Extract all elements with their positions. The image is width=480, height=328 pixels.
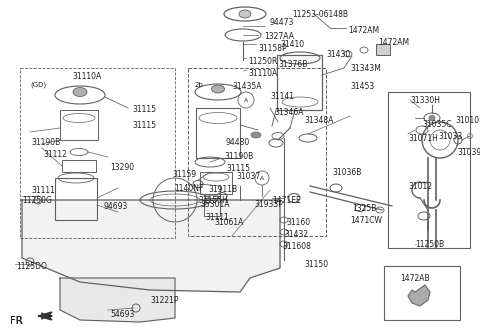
Text: 31453: 31453 — [350, 82, 374, 91]
Bar — [388, 92, 470, 248]
Text: 31933P: 31933P — [254, 200, 283, 209]
Text: 31110A: 31110A — [248, 69, 277, 78]
Text: 31111: 31111 — [205, 213, 229, 222]
Text: 54693: 54693 — [110, 310, 134, 319]
Bar — [277, 55, 322, 110]
Text: 1472AB: 1472AB — [400, 274, 430, 283]
Text: 31221P: 31221P — [150, 296, 179, 305]
Text: (GD): (GD) — [30, 82, 46, 89]
Text: 31115: 31115 — [132, 105, 156, 114]
Polygon shape — [408, 285, 430, 306]
Text: 1472AM: 1472AM — [348, 26, 379, 35]
Text: 31039: 31039 — [457, 148, 480, 157]
Text: 31111: 31111 — [31, 186, 55, 195]
Text: 31061A: 31061A — [214, 218, 243, 227]
Ellipse shape — [73, 88, 87, 96]
Ellipse shape — [251, 132, 261, 138]
Text: 2b: 2b — [195, 82, 204, 88]
Bar — [384, 266, 460, 320]
Text: 31141: 31141 — [270, 92, 294, 101]
Polygon shape — [60, 278, 175, 322]
Text: 1140NF: 1140NF — [174, 184, 204, 193]
Text: 31190B: 31190B — [224, 152, 253, 161]
Text: 31150: 31150 — [304, 260, 328, 269]
Text: 11250G: 11250G — [22, 196, 52, 205]
Text: 94480: 94480 — [226, 138, 250, 147]
Text: FR: FR — [10, 316, 23, 326]
Text: 31432: 31432 — [284, 230, 308, 239]
Text: 94693: 94693 — [103, 202, 127, 211]
Text: 35301A: 35301A — [200, 200, 229, 209]
Bar — [196, 108, 240, 158]
Text: 31160: 31160 — [286, 218, 310, 227]
Text: 31033: 31033 — [438, 132, 462, 141]
Text: 31190B: 31190B — [31, 138, 60, 147]
Text: 11250B: 11250B — [415, 240, 444, 249]
Bar — [55, 178, 97, 220]
Polygon shape — [22, 200, 280, 292]
Text: 31115: 31115 — [132, 121, 156, 130]
Text: 94473: 94473 — [270, 18, 294, 27]
Text: 1471CW: 1471CW — [350, 216, 382, 225]
Text: 31115: 31115 — [226, 164, 250, 173]
Text: 31112: 31112 — [43, 150, 67, 159]
Text: 31155H: 31155H — [198, 196, 228, 205]
Text: 1325B: 1325B — [352, 204, 376, 213]
Text: 31159: 31159 — [172, 170, 196, 179]
Text: 31376B: 31376B — [278, 60, 307, 69]
Text: 13290: 13290 — [110, 163, 134, 172]
Ellipse shape — [239, 10, 251, 18]
Text: 11253-06148B: 11253-06148B — [292, 10, 348, 19]
Text: A: A — [260, 175, 264, 180]
Text: 31911B: 31911B — [208, 185, 237, 194]
Text: 31348A: 31348A — [304, 116, 334, 125]
Text: 31010: 31010 — [455, 116, 479, 125]
Text: 31158P: 31158P — [258, 44, 287, 53]
Text: 31435A: 31435A — [232, 82, 262, 91]
Text: 31036B: 31036B — [332, 168, 361, 177]
Bar — [200, 172, 232, 194]
Bar — [376, 44, 390, 55]
Bar — [60, 110, 98, 140]
Text: A: A — [244, 97, 248, 102]
Ellipse shape — [429, 115, 435, 120]
Text: 311608: 311608 — [282, 242, 311, 251]
Text: 31430: 31430 — [326, 50, 350, 59]
Text: 31346A: 31346A — [274, 108, 303, 117]
Text: 31071H: 31071H — [408, 134, 438, 143]
Text: 31110A: 31110A — [72, 72, 101, 81]
Ellipse shape — [212, 85, 225, 93]
Bar — [188, 68, 326, 236]
Text: 1471EE: 1471EE — [272, 196, 301, 205]
Text: 31035C: 31035C — [422, 120, 452, 129]
Bar — [62, 160, 96, 172]
Bar — [204, 198, 220, 216]
Text: 1125DO: 1125DO — [16, 262, 47, 271]
Polygon shape — [38, 316, 52, 320]
Text: 31410: 31410 — [280, 40, 304, 49]
Text: 31330H: 31330H — [410, 96, 440, 105]
Polygon shape — [38, 312, 52, 316]
Text: 1327AA: 1327AA — [264, 32, 294, 41]
Text: 31343M: 31343M — [350, 64, 381, 73]
Text: FR: FR — [10, 316, 23, 326]
Text: 1472AM: 1472AM — [378, 38, 409, 47]
Text: 31012: 31012 — [408, 182, 432, 191]
Bar — [20, 68, 175, 238]
Text: 11250R: 11250R — [248, 57, 277, 66]
Text: 31037: 31037 — [236, 172, 260, 181]
